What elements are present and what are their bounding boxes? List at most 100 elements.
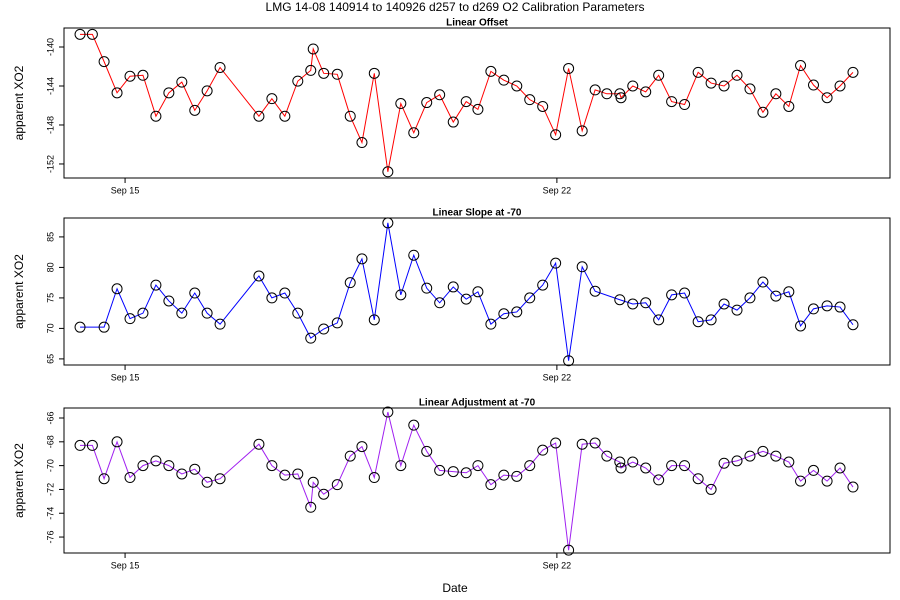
data-point [368,472,380,484]
data-point [382,166,394,178]
data-point [795,475,807,487]
data-point [460,96,472,108]
data-point [460,467,472,479]
data-point [744,292,756,304]
data-point [253,110,265,122]
data-point [563,62,575,74]
data-point [292,75,304,87]
data-point [214,318,226,330]
figure-title: LMG 14-08 140914 to 140926 d257 to d269 … [266,0,645,14]
data-point [189,104,201,116]
data-point [847,481,859,493]
data-point [124,472,136,484]
data-point [485,479,497,491]
data-point [679,287,691,299]
data-point [98,473,110,485]
data-point [307,43,319,55]
data-point [408,127,420,139]
data-point [627,298,639,310]
data-point [847,319,859,331]
data-point [770,450,782,462]
data-point [537,100,549,112]
data-point [395,289,407,301]
data-point [382,217,394,229]
data-point [615,92,627,104]
data-point [524,292,536,304]
data-point [74,28,86,40]
data-point [331,479,343,491]
data-point [447,116,459,128]
data-point [576,438,588,450]
data-point [485,318,497,330]
data-point [150,110,162,122]
data-point [201,307,213,319]
data-point [292,468,304,480]
data-point [111,87,123,99]
x-tick-label: Sep 22 [543,372,572,382]
data-point [653,474,665,486]
data-point [757,276,769,288]
data-point [563,355,575,367]
data-point [305,501,317,513]
data-point [550,129,562,141]
data-point [847,66,859,78]
data-point [640,86,652,98]
data-point [666,460,678,472]
data-point [744,83,756,95]
data-point [640,462,652,474]
data-point [576,261,588,273]
data-point [408,249,420,261]
data-point [176,76,188,88]
data-point [498,308,510,320]
data-point [253,270,265,282]
data-point [163,87,175,99]
x-tick-label: Sep 22 [543,560,572,570]
data-point [344,277,356,289]
data-point [524,94,536,106]
x-tick-label: Sep 15 [111,560,140,570]
data-point [356,253,368,265]
data-point [150,279,162,291]
data-point [111,436,123,448]
data-point [615,462,627,474]
data-point [550,437,562,449]
data-point [266,93,278,105]
data-point [614,294,626,306]
data-point [705,483,717,495]
data-point [279,110,291,122]
data-point [731,304,743,316]
data-point [189,287,201,299]
data-point [589,285,601,297]
data-point [795,320,807,332]
data-point [150,455,162,467]
data-point [795,60,807,72]
data-point [511,80,523,92]
data-point [821,92,833,104]
plot-frame [63,27,891,179]
data-point [266,292,278,304]
data-point [98,56,110,68]
data-point [408,419,420,431]
data-point [601,450,613,462]
data-point [74,321,86,333]
data-point [111,283,123,295]
data-point [318,67,330,79]
data-point [498,469,510,481]
data-point [266,460,278,472]
data-point [176,307,188,319]
data-line [80,222,854,361]
data-point [137,69,149,81]
data-point [834,462,846,474]
data-point [770,88,782,100]
y-tick-label: -148 [45,116,55,134]
y-tick-label: 70 [45,323,55,333]
y-tick-label: -144 [45,77,55,95]
data-point [279,287,291,299]
data-point [550,257,562,269]
data-point [344,450,356,462]
data-point [472,286,484,298]
x-tick-label: Sep 15 [111,372,140,382]
data-point [214,61,226,73]
data-point [653,314,665,326]
